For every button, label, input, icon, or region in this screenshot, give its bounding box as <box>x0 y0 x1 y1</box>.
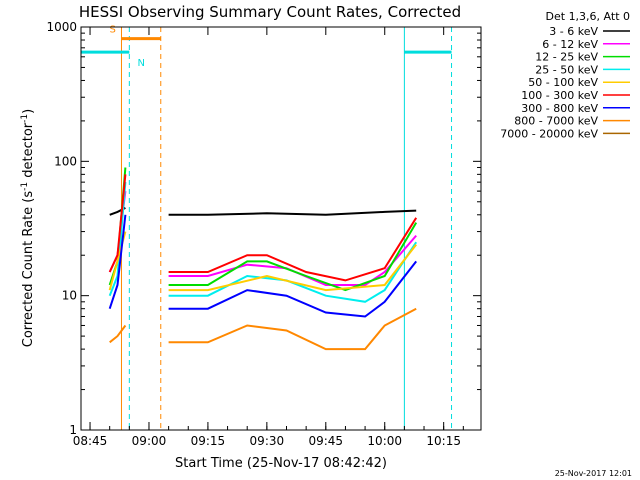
legend-label: 7000 - 20000 keV <box>500 127 598 140</box>
legend-label: 100 - 300 keV <box>521 89 598 102</box>
x-tick-label: 10:15 <box>426 434 461 448</box>
x-axis-label: Start Time (25-Nov-17 08:42:42) <box>175 456 387 471</box>
chart-title: HESSI Observing Summary Count Rates, Cor… <box>79 3 461 21</box>
legend-label: 12 - 25 keV <box>535 51 598 64</box>
legend-label: 800 - 7000 keV <box>514 115 598 128</box>
series-line-3-0 <box>108 182 127 297</box>
series-line-5-1 <box>168 217 418 282</box>
annotation-label: S <box>109 25 115 36</box>
x-tick-label: 09:15 <box>191 434 226 448</box>
x-tick-label: 09:30 <box>250 434 285 448</box>
legend-label: 25 - 50 keV <box>535 63 598 76</box>
x-tick-label: 08:45 <box>73 434 108 448</box>
y-tick-label: 100 <box>54 154 77 168</box>
series-line-4-1 <box>168 243 417 292</box>
legend-label: 3 - 6 keV <box>549 25 598 38</box>
legend-label: 300 - 800 keV <box>521 102 598 115</box>
legend-label: 50 - 100 keV <box>528 76 598 89</box>
series-line-3-1 <box>168 241 418 303</box>
series-line-2-1 <box>168 222 418 292</box>
series-line-7-1 <box>168 307 417 351</box>
series-line-7-0 <box>109 324 127 344</box>
legend-label: 6 - 12 keV <box>542 38 598 51</box>
y-axis-label: Corrected Count Rate (s-1 detector-1) <box>20 109 36 347</box>
x-tick-label: 09:45 <box>308 434 343 448</box>
legend-title: Det 1,3,6, Att 0 <box>546 10 630 23</box>
y-tick-label: 10 <box>62 289 77 303</box>
y-tick-label: 1000 <box>46 20 77 34</box>
x-tick-label: 10:00 <box>367 434 402 448</box>
annotation-label: N <box>137 58 144 69</box>
x-tick-label: 09:00 <box>132 434 167 448</box>
footer-timestamp: 25-Nov-2017 12:01 <box>555 469 632 478</box>
y-tick-label: 1 <box>69 423 77 437</box>
series-line-0-1 <box>168 209 417 216</box>
series-line-6-0 <box>108 214 127 310</box>
series-line-6-1 <box>168 260 417 318</box>
series-line-5-0 <box>108 174 127 273</box>
plot-frame <box>80 26 482 431</box>
